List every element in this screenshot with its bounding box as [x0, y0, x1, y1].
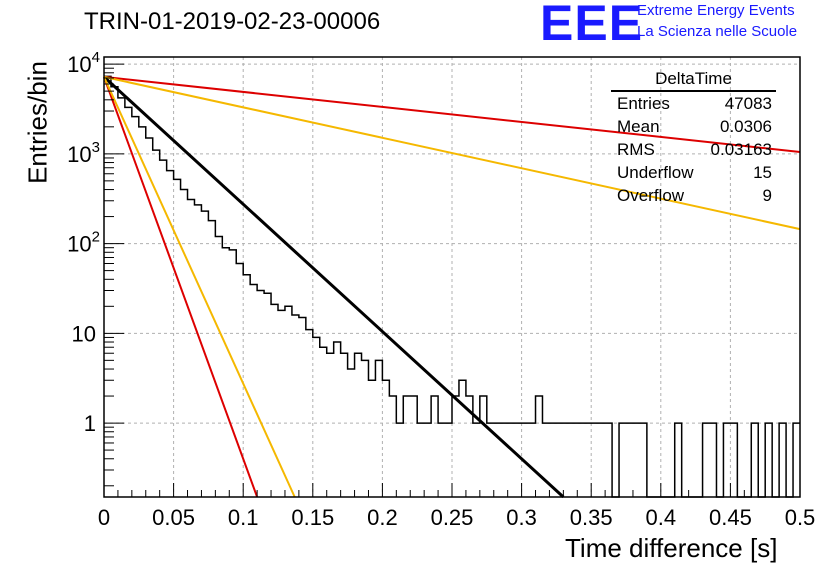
plot-title: TRIN-01-2019-02-23-00006: [84, 8, 381, 35]
stats-row-value: 9: [762, 186, 772, 205]
y-tick-label: 10: [72, 321, 96, 346]
x-tick-label: 0.3: [506, 505, 537, 530]
eee-logo: EEE: [540, 0, 644, 51]
x-tick-label: 0.25: [431, 505, 474, 530]
stats-rows: Entries 47083 Mean 0.0306 RMS 0.03163 Underflo…: [611, 92, 776, 207]
stats-row-value: 0.0306: [720, 117, 772, 136]
fit-line: [103, 75, 801, 231]
y-axis-label: Entries/bin: [22, 61, 53, 184]
stats-row: Entries 47083: [611, 92, 776, 115]
stats-row-label: RMS: [617, 140, 655, 159]
stats-row-label: Underflow: [617, 163, 694, 182]
stats-row-label: Mean: [617, 117, 660, 136]
x-tick-label: 0: [98, 505, 110, 530]
fit-line: [103, 76, 296, 498]
fit-line: [103, 76, 259, 498]
stats-row-value: 47083: [724, 94, 772, 113]
x-tick-label: 0.1: [228, 505, 259, 530]
logo-line-2: La Scienza nelle Scuole: [637, 23, 798, 40]
y-tick-label: 104: [67, 49, 100, 77]
data-layer: [102, 75, 801, 499]
x-tick-label: 0.4: [646, 505, 677, 530]
stats-row-value: 0.03163: [710, 140, 772, 159]
fit-line: [103, 75, 801, 153]
stats-row: Overflow 9: [611, 184, 776, 207]
stats-row-label: Entries: [617, 94, 670, 113]
y-tick-label: 1: [84, 411, 96, 436]
histogram-outline: [104, 75, 800, 498]
fit-line: [102, 75, 565, 499]
x-tick-label: 0.5: [785, 505, 816, 530]
x-tick-label: 0.35: [570, 505, 613, 530]
y-tick-label: 102: [67, 229, 100, 257]
x-tick-label: 0.15: [291, 505, 334, 530]
y-tick-label: 103: [67, 139, 100, 167]
stats-box: DeltaTime Entries 47083 Mean 0.0306 RMS 0.031…: [611, 69, 776, 207]
axis-ticks: [103, 63, 801, 497]
stats-row-value: 15: [753, 163, 772, 182]
stats-row: Underflow 15: [611, 161, 776, 184]
stats-row-label: Overflow: [617, 186, 685, 205]
stats-row: RMS 0.03163: [611, 138, 776, 161]
x-tick-label: 0.45: [709, 505, 752, 530]
x-tick-label: 0.2: [367, 505, 398, 530]
tick-labels: 0 0.05 0.1 0.15 0.2 0.25 0.3 0.35 0.4 0.45 0.5 104 1…: [67, 49, 815, 530]
x-axis-label: Time difference [s]: [565, 533, 778, 563]
stats-box-title: DeltaTime: [611, 69, 776, 92]
logo-line-1: Extreme Energy Events: [637, 2, 795, 19]
x-tick-label: 0.05: [152, 505, 195, 530]
stats-row: Mean 0.0306: [611, 115, 776, 138]
